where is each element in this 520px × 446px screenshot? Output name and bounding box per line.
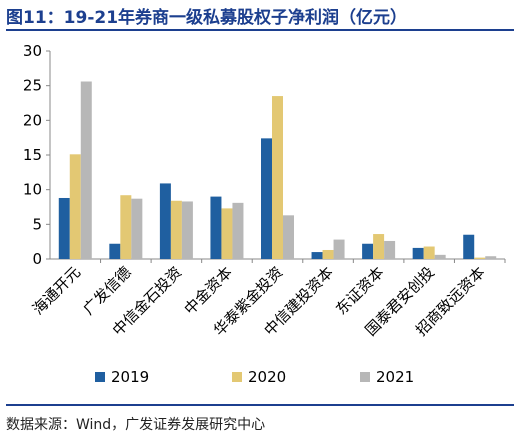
bar-2019-8 [463,234,475,259]
bar-2020-2 [170,200,182,259]
bar-2021-7 [434,254,446,259]
legend-item-2019: 2019 [95,368,149,386]
bar-2021-8 [485,256,497,259]
bar-2020-5 [322,249,334,259]
y-tick-label: 5 [32,215,42,233]
bar-2020-0 [69,154,81,259]
legend-swatch [360,372,370,382]
bar-2019-1 [109,243,121,259]
x-axis-labels: 海通开元广发信德中信金石投资中金资本华泰紫金投资中信建投资本东证资本国泰君安创投… [29,263,489,339]
bar-2021-2 [181,201,193,259]
y-tick-label: 15 [23,146,42,164]
y-tick-label: 30 [23,42,42,60]
bar-chart: 0 5 10 15 20 25 30 海通开元广发信德中信金石投资中金资本华泰紫金投资中信建… [23,42,506,339]
bar-2020-1 [120,195,132,259]
y-tick-label: 25 [23,77,42,95]
bar-2021-5 [333,239,345,259]
bar-2021-1 [131,198,143,259]
legend-swatch [232,372,242,382]
y-tick-label: 20 [23,111,42,129]
bar-2019-0 [58,197,70,259]
y-tick-label: 10 [23,181,42,199]
legend-label: 2019 [111,368,150,386]
legend-item-2021: 2021 [360,368,414,386]
bar-2019-2 [159,183,171,259]
bar-2021-0 [80,81,92,259]
y-tick-label: 0 [32,250,42,268]
bar-2019-4 [261,138,272,259]
bar-2021-6 [384,240,396,259]
chart-legend: 2019 2020 2021 [0,368,520,388]
legend-swatch [95,372,105,382]
chart-title: 图11：19-21年券商一级私募股权子净利润（亿元） [6,3,514,31]
bar-2019-3 [210,196,222,259]
legend-label: 2021 [376,368,415,386]
bar-2019-6 [362,243,374,259]
x-category-label: 海通开元 [29,263,84,318]
bar-2019-7 [412,247,424,259]
bar-2020-4 [272,96,283,259]
source-note: 数据来源：Wind，广发证券发展研究中心 [6,404,514,442]
bar-2020-6 [373,234,385,259]
bar-2020-3 [221,208,233,259]
bar-2019-5 [311,252,323,259]
bar-2021-4 [283,215,294,259]
bar-2021-3 [232,202,244,259]
legend-item-2020: 2020 [232,368,286,386]
chart-bars [58,81,497,259]
legend-label: 2020 [248,368,287,386]
bar-2020-7 [423,246,435,259]
bar-2020-8 [474,257,486,259]
